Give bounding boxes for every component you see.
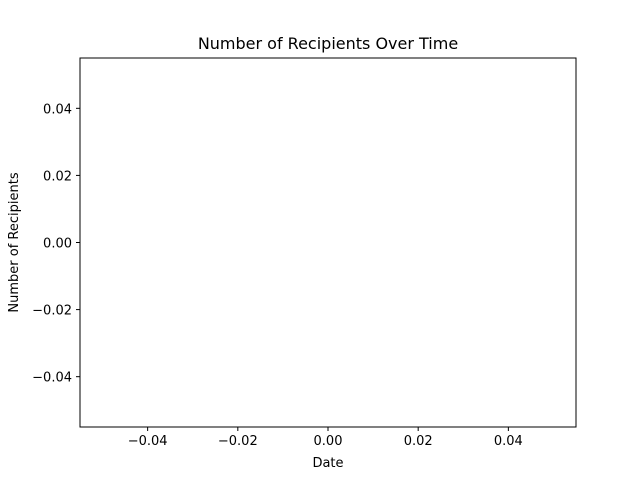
x-tick-label: −0.04 (128, 434, 168, 449)
x-tick-label: −0.02 (218, 434, 258, 449)
y-tick-label: 0.02 (43, 169, 72, 184)
plot-area (79, 57, 577, 428)
x-axis: −0.04 −0.02 0.00 0.02 0.04 (128, 427, 523, 449)
x-axis-label: Date (312, 456, 343, 471)
y-axis: −0.04 −0.02 0.00 0.02 0.04 (32, 102, 80, 386)
chart-title: Number of Recipients Over Time (198, 34, 458, 53)
y-axis-label: Number of Recipients (7, 172, 22, 312)
x-tick-label: 0.00 (314, 434, 343, 449)
y-tick-label: 0.04 (43, 102, 72, 117)
y-tick-label: 0.00 (43, 237, 72, 252)
x-tick-label: 0.04 (494, 434, 523, 449)
x-tick-label: 0.02 (404, 434, 433, 449)
y-tick-label: −0.04 (32, 371, 72, 386)
y-tick-label: −0.02 (32, 304, 72, 319)
